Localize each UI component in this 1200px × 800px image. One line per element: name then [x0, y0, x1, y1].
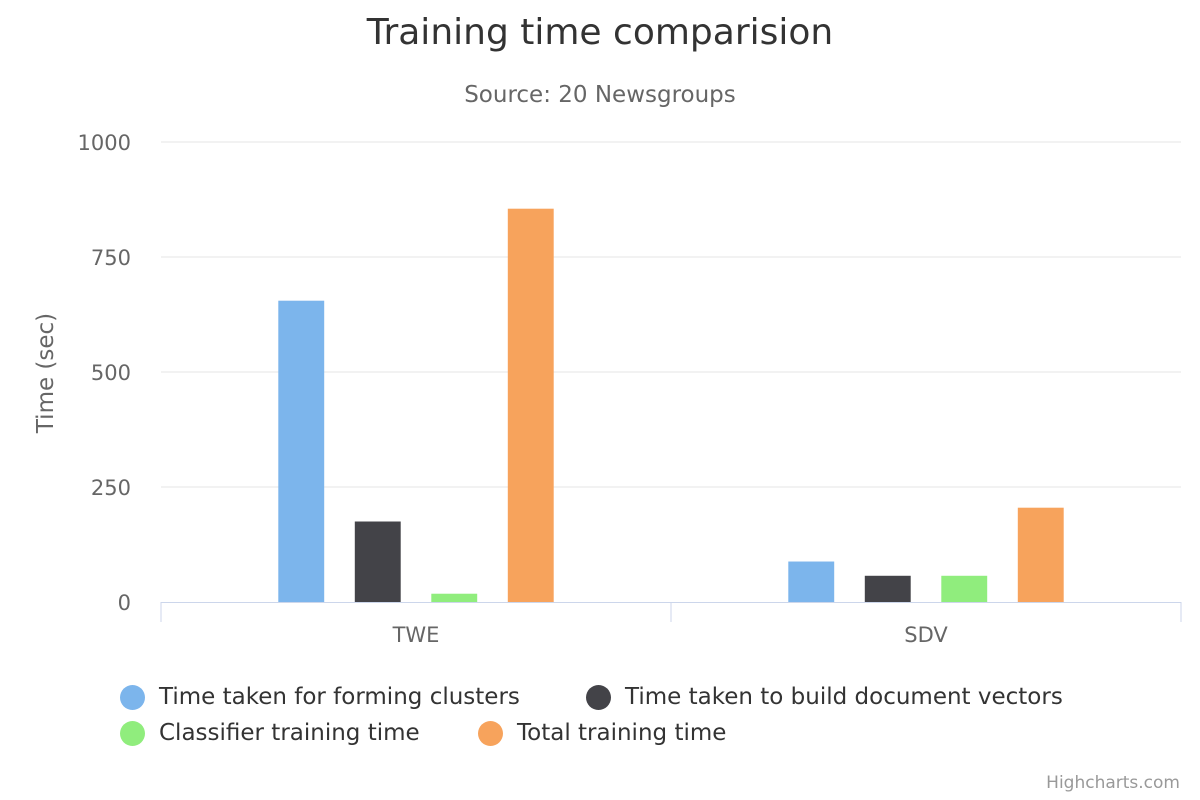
bar [354, 521, 401, 602]
legend-item-classifier[interactable]: Classifier training time [120, 720, 420, 746]
bar [864, 575, 911, 602]
legend-item-total[interactable]: Total training time [478, 720, 726, 746]
legend-label-classifier: Classifier training time [159, 720, 420, 746]
legend-marker-document-vectors [586, 684, 611, 710]
x-tick-label: TWE [392, 623, 440, 647]
bar [278, 300, 325, 602]
legend-marker-clusters [120, 684, 145, 710]
legend-marker-total [478, 720, 503, 746]
bar [788, 561, 835, 602]
y-tick-label: 250 [91, 476, 131, 500]
bar [1017, 507, 1064, 602]
chart-subtitle: Source: 20 Newsgroups [464, 82, 736, 108]
legend-marker-classifier [120, 720, 145, 746]
bar [507, 208, 554, 602]
y-tick-label: 0 [118, 591, 131, 615]
y-tick-label: 500 [91, 361, 131, 385]
bar [431, 593, 478, 602]
credits-link[interactable]: Highcharts.com [1046, 773, 1180, 793]
legend-item-clusters[interactable]: Time taken for forming clusters [120, 684, 520, 710]
chart-title: Training time comparision [366, 12, 834, 53]
legend-label-clusters: Time taken for forming clusters [159, 684, 520, 710]
legend-item-document-vectors[interactable]: Time taken to build document vectors [586, 684, 1063, 710]
y-tick-label: 750 [91, 246, 131, 270]
legend-label-document-vectors: Time taken to build document vectors [625, 684, 1063, 710]
y-tick-label: 1000 [78, 131, 131, 155]
bar [941, 575, 988, 602]
legend-label-total: Total training time [517, 720, 727, 746]
x-tick-label: SDV [904, 623, 948, 647]
